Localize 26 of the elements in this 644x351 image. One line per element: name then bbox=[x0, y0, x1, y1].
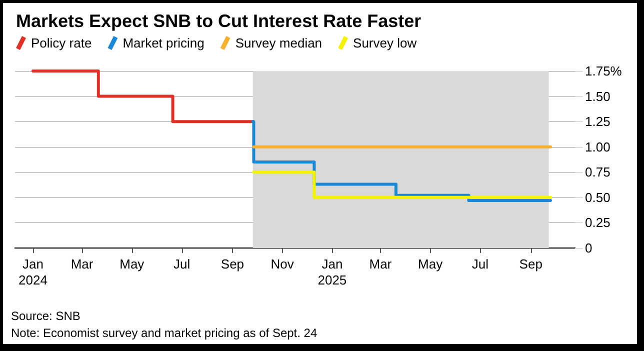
chart-title: Markets Expect SNB to Cut Interest Rate Faster bbox=[16, 11, 422, 31]
y-tick-label: 0.75 bbox=[585, 164, 610, 180]
legend-label: Survey low bbox=[353, 36, 418, 50]
x-tick-label: Mar bbox=[369, 256, 392, 272]
y-tick-label: 1.00 bbox=[585, 139, 610, 154]
text: Note: Economist survey and market pricing as of Sept. 24 bbox=[11, 326, 318, 340]
x-tick-label: May bbox=[120, 256, 145, 272]
y-tick-label: 0.50 bbox=[585, 190, 610, 205]
x-tick-label: Nov bbox=[270, 256, 294, 272]
y-tick-label: 0 bbox=[585, 240, 592, 256]
x-tick-label: Jul bbox=[472, 256, 489, 272]
legend-label: Policy rate bbox=[31, 36, 92, 50]
x-tick-label: Jan 2024 bbox=[18, 256, 48, 288]
y-tick-label: 1.50 bbox=[585, 88, 610, 104]
x-tick-label: Sep bbox=[519, 256, 542, 272]
x-tick-label: Jul bbox=[173, 256, 190, 272]
x-tick-label: Sep bbox=[220, 256, 244, 272]
source-note: Source: SNB bbox=[11, 309, 80, 323]
legend-label: Market pricing bbox=[122, 36, 204, 50]
x-tick-label: Mar bbox=[70, 256, 94, 272]
legend-label: Survey median bbox=[235, 36, 322, 50]
y-tick-label: 1.75% bbox=[585, 64, 622, 78]
y-tick-label: 0.25 bbox=[585, 215, 610, 230]
x-tick-label: May bbox=[418, 256, 444, 272]
y-tick-label: 1.25 bbox=[585, 114, 610, 130]
x-tick-label: Jan 2025 bbox=[318, 256, 347, 288]
